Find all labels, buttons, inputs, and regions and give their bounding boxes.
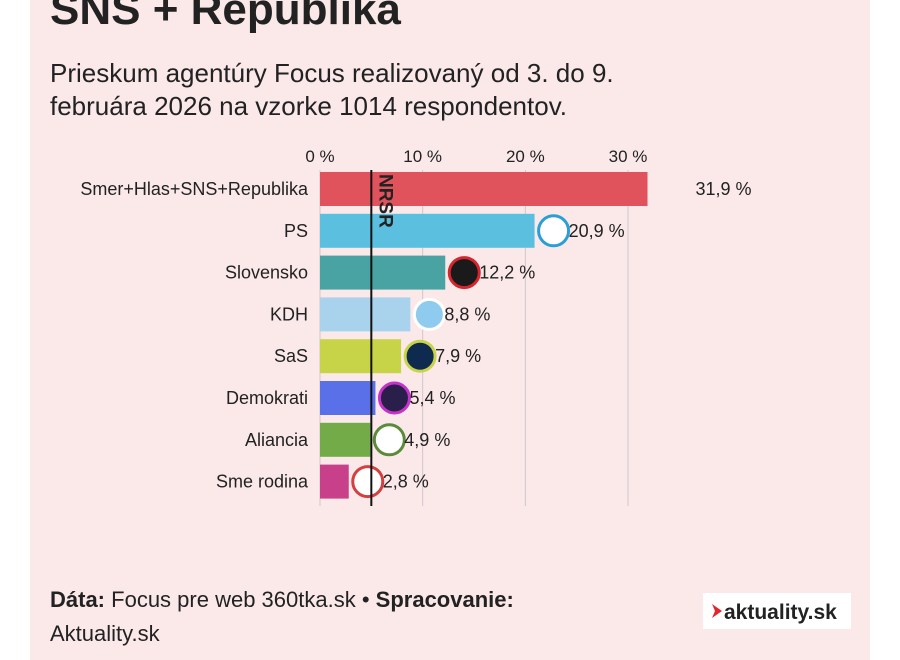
bar [320,172,648,206]
value-label: 31,9 % [696,179,752,199]
party-logo [447,256,481,290]
y-tick-label: SaS [274,346,308,366]
value-label: 12,2 % [479,263,535,283]
party-logo [537,214,571,248]
y-tick-label: Smer+Hlas+SNS+Republika [80,179,309,199]
party-logo [403,339,437,373]
value-label: 8,8 % [444,304,490,324]
bar [320,255,446,290]
y-tick-label: Sme rodina [216,472,309,492]
brand-box [703,593,851,629]
party-logo [351,465,385,499]
subtitle: februára 2026 na vzorke 1014 respondento… [50,91,567,121]
footer: Dáta: Focus pre web 360tka.sk • Spracova… [50,587,514,612]
y-tick-label: KDH [270,304,308,324]
value-label: 7,9 % [435,346,481,366]
bar [320,464,349,499]
plot: 0 % 10 % 20 % 30 % Smer+Hlas+SNS+Republika 31… [80,147,752,506]
x-tick-label: 10 % [403,147,442,166]
brand-arrow [712,604,722,618]
footer-label: Dáta: [50,587,105,612]
x-tick-label: 0 % [305,147,334,166]
x-tick-label: 20 % [506,147,545,166]
y-tick-label: Aliancia [245,430,309,450]
footer-label: Spracovanie: [376,587,514,612]
footer-text: Focus pre web 360tka.sk • [111,587,369,612]
y-tick-label: Slovensko [225,263,308,283]
party-logo [372,423,406,457]
party-logo [377,381,411,415]
chart-title: SNS + Republika [50,0,401,34]
brand: aktuality.sk [724,601,837,624]
y-tick-label: PS [284,221,308,241]
bar [320,422,371,457]
footer-text: Aktuality.sk [50,621,161,646]
subtitle: Prieskum agentúry Focus realizovaný od 3… [50,58,614,88]
party-logo [412,297,446,331]
value-label: 20,9 % [569,221,625,241]
threshold-label: NRSR [374,174,395,228]
value-label: 4,9 % [404,430,450,450]
y-tick-label: Demokrati [226,388,308,408]
bar [320,213,535,248]
card [30,0,870,660]
bar [320,297,411,332]
bar [320,381,376,415]
x-tick-label: 30 % [609,147,648,166]
bar [320,339,402,374]
value-label: 5,4 % [409,388,455,408]
value-label: 2,8 % [383,472,429,492]
